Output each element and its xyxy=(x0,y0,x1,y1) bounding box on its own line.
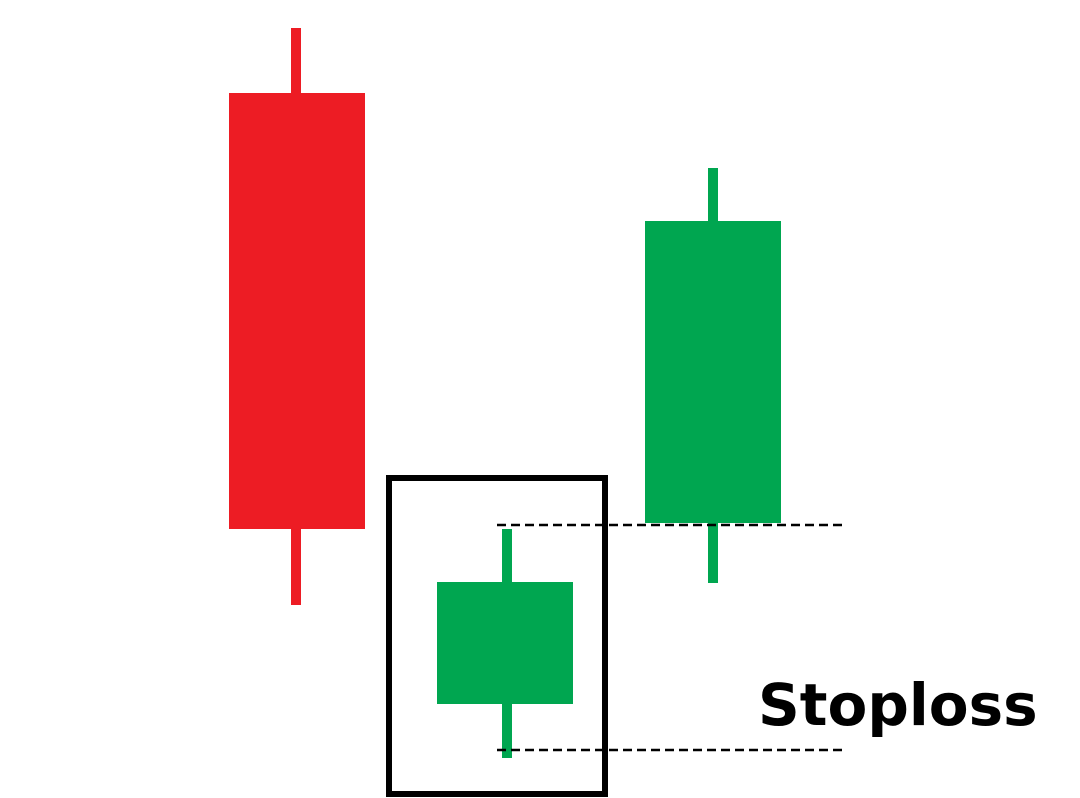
bullish-candle-lower-wick xyxy=(708,521,718,583)
small-bullish-candle-lower-wick xyxy=(502,702,512,758)
small-bullish-candle-body xyxy=(437,582,573,704)
bearish-candle-lower-wick xyxy=(291,527,301,605)
stoploss-label: Stoploss xyxy=(758,671,1038,739)
highlight-box xyxy=(386,475,608,797)
bullish-candle xyxy=(645,168,781,583)
bearish-candle-upper-wick xyxy=(291,28,301,96)
small-bullish-candle xyxy=(437,529,573,758)
bullish-candle-upper-wick xyxy=(708,168,718,225)
bearish-candle-body xyxy=(229,93,365,529)
bearish-candle xyxy=(229,28,365,605)
small-bullish-candle-upper-wick xyxy=(502,529,512,585)
bullish-candle-body xyxy=(645,221,781,523)
